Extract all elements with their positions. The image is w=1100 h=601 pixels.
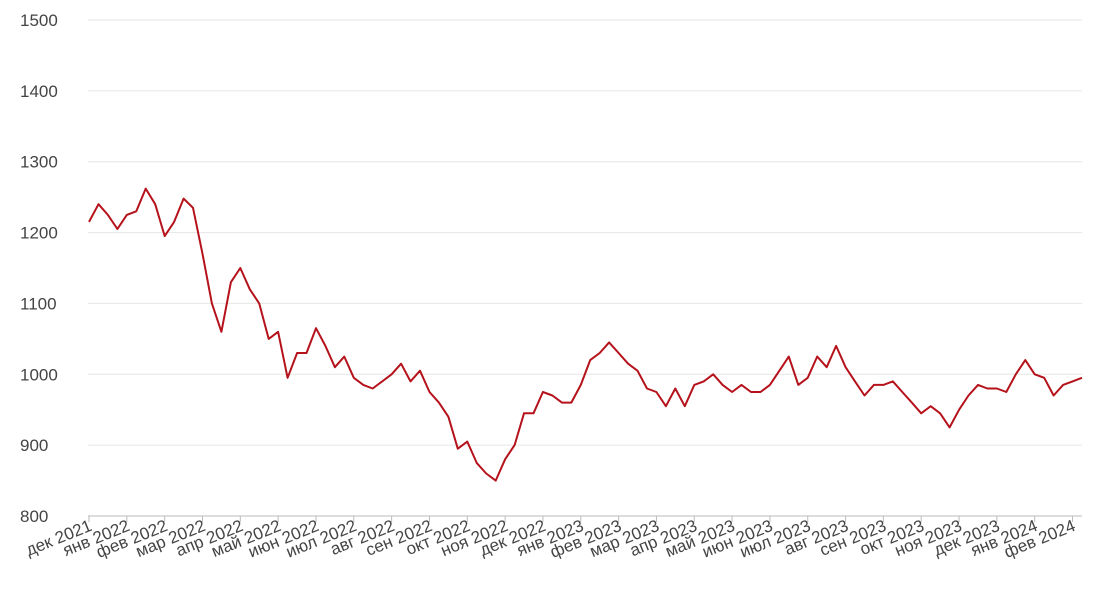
x-tick-label: фев 2024	[1001, 516, 1078, 562]
y-tick-label: 900	[20, 436, 48, 455]
y-tick-label: 1100	[20, 294, 57, 313]
y-tick-label: 1500	[20, 11, 58, 30]
y-tick-label: 1200	[20, 224, 58, 243]
y-tick-label: 1400	[20, 82, 58, 101]
y-tick-label: 800	[20, 507, 48, 526]
y-tick-label: 1000	[20, 365, 58, 384]
y-tick-label: 1300	[20, 153, 58, 172]
line-series	[88, 187, 1083, 482]
